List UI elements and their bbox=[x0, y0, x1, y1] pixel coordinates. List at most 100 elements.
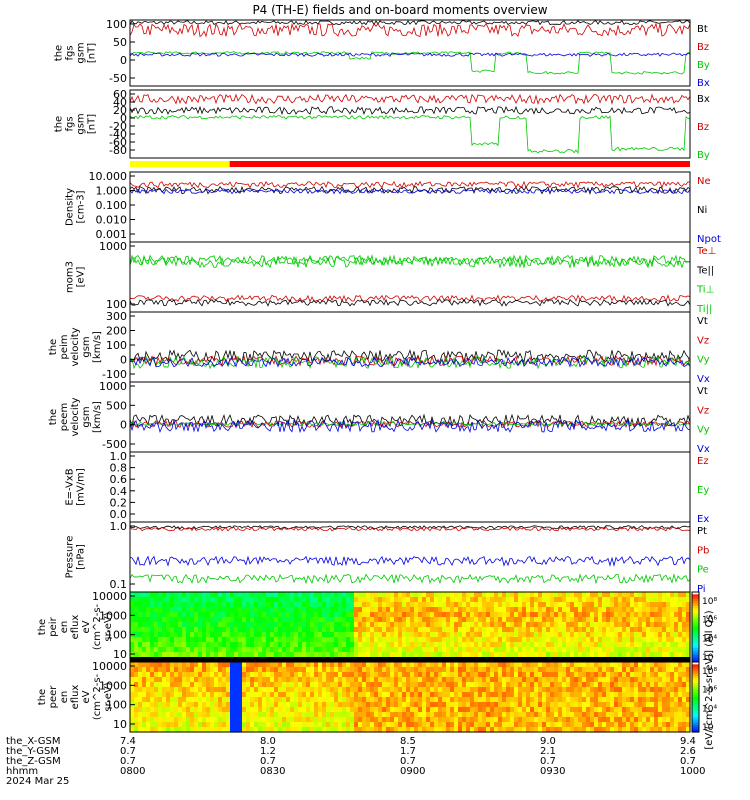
spectrogram-cell bbox=[210, 647, 215, 653]
spectrogram-cell bbox=[406, 707, 411, 713]
spectrogram-cell bbox=[134, 682, 139, 688]
spectrogram-cell bbox=[614, 637, 619, 643]
legend-Vz: Vz bbox=[697, 335, 709, 346]
spectrogram-cell bbox=[514, 612, 519, 618]
spectrogram-cell bbox=[522, 677, 527, 683]
spectrogram-cell bbox=[338, 612, 343, 618]
spectrogram-cell bbox=[634, 722, 639, 728]
spectrogram-cell bbox=[474, 632, 479, 638]
spectrogram-cell bbox=[622, 697, 627, 703]
spectrogram-cell bbox=[494, 682, 499, 688]
spectrogram-cell bbox=[586, 722, 591, 728]
spectrogram-cell bbox=[502, 682, 507, 688]
spectrogram-cell bbox=[206, 617, 211, 623]
spectrogram-cell bbox=[174, 717, 179, 723]
spectrogram-cell bbox=[366, 647, 371, 653]
spectrogram-cell bbox=[562, 697, 567, 703]
spectrogram-cell bbox=[446, 652, 451, 658]
spectrogram-cell bbox=[318, 682, 323, 688]
spectrogram-cell bbox=[638, 697, 643, 703]
spectrogram-cell bbox=[334, 682, 339, 688]
spectrogram-cell bbox=[510, 647, 515, 653]
spectrogram-cell bbox=[550, 647, 555, 653]
spectrogram-cell bbox=[522, 712, 527, 718]
spectrogram-cell bbox=[290, 672, 295, 678]
spectrogram-cell bbox=[426, 602, 431, 608]
spectrogram-cell bbox=[558, 637, 563, 643]
spectrogram-cell bbox=[162, 662, 167, 668]
spectrogram-cell bbox=[226, 652, 231, 658]
spectrogram-cell bbox=[146, 692, 151, 698]
spectrogram-cell bbox=[678, 722, 683, 728]
spectrogram-cell bbox=[546, 612, 551, 618]
spectrogram-cell bbox=[366, 722, 371, 728]
spectrogram-cell bbox=[242, 632, 247, 638]
spectrogram-cell bbox=[158, 692, 163, 698]
spectrogram-cell bbox=[410, 712, 415, 718]
spectrogram-cell bbox=[162, 622, 167, 628]
spectrogram-cell bbox=[506, 622, 511, 628]
spectrogram-cell bbox=[250, 712, 255, 718]
spectrogram-cell bbox=[542, 602, 547, 608]
spectrogram-cell bbox=[534, 692, 539, 698]
spectrogram-cell bbox=[266, 667, 271, 673]
y-tick-label: 500 bbox=[106, 399, 127, 412]
spectrogram-cell bbox=[418, 642, 423, 648]
spectrogram-cell bbox=[202, 632, 207, 638]
spectrogram-cell bbox=[146, 627, 151, 633]
spectrogram-cell bbox=[182, 687, 187, 693]
legend-Bt: Bt bbox=[697, 24, 708, 35]
spectrogram-cell bbox=[526, 672, 531, 678]
spectrogram-cell bbox=[298, 717, 303, 723]
spectrogram-cell bbox=[622, 667, 627, 673]
spectrogram-cell bbox=[342, 672, 347, 678]
spectrogram-cell bbox=[242, 722, 247, 728]
spectrogram-cell bbox=[542, 597, 547, 603]
spectrogram-cell bbox=[678, 637, 683, 643]
spectrogram-cell bbox=[438, 662, 443, 668]
spectrogram-cell bbox=[602, 637, 607, 643]
spectrogram-cell bbox=[430, 697, 435, 703]
spectrogram-cell bbox=[170, 692, 175, 698]
spectrogram-cell bbox=[202, 677, 207, 683]
spectrogram-cell bbox=[590, 627, 595, 633]
spectrogram-cell bbox=[506, 687, 511, 693]
spectrogram-cell bbox=[262, 592, 267, 598]
spectrogram-cell bbox=[654, 717, 659, 723]
spectrogram-cell bbox=[450, 717, 455, 723]
spectrogram-cell bbox=[446, 692, 451, 698]
spectrogram-cell bbox=[430, 607, 435, 613]
spectrogram-cell bbox=[570, 612, 575, 618]
spectrogram-cell bbox=[250, 622, 255, 628]
spectrogram-cell bbox=[178, 672, 183, 678]
spectrogram-cell bbox=[662, 677, 667, 683]
spectrogram-cell bbox=[582, 667, 587, 673]
spectrogram-cell bbox=[418, 702, 423, 708]
spectrogram-cell bbox=[642, 597, 647, 603]
spectrogram-cell bbox=[258, 602, 263, 608]
y-tick-label: 1.0 bbox=[110, 520, 128, 533]
y-axis-label: sr-eV) bbox=[103, 612, 114, 641]
spectrogram-cell bbox=[518, 712, 523, 718]
spectrogram-cell bbox=[426, 607, 431, 613]
spectrogram-cell bbox=[614, 627, 619, 633]
spectrogram-cell bbox=[578, 692, 583, 698]
spectrogram-cell bbox=[506, 672, 511, 678]
spectrogram-cell bbox=[614, 642, 619, 648]
spectrogram-cell bbox=[522, 597, 527, 603]
spectrogram-cell bbox=[378, 617, 383, 623]
spectrogram-cell bbox=[282, 617, 287, 623]
spectrogram-cell bbox=[346, 672, 351, 678]
spectrogram-cell bbox=[130, 622, 135, 628]
spectrogram-cell bbox=[382, 612, 387, 618]
spectrogram-cell bbox=[166, 612, 171, 618]
spectrogram-cell bbox=[154, 717, 159, 723]
y-axis-label: the bbox=[37, 689, 48, 705]
spectrogram-cell bbox=[178, 682, 183, 688]
spectrogram-cell bbox=[342, 697, 347, 703]
spectrogram-cell bbox=[478, 592, 483, 598]
spectrogram-cell bbox=[198, 662, 203, 668]
spectrogram-cell bbox=[490, 607, 495, 613]
spectrogram-cell bbox=[350, 712, 355, 718]
spectrogram-cell bbox=[398, 652, 403, 658]
